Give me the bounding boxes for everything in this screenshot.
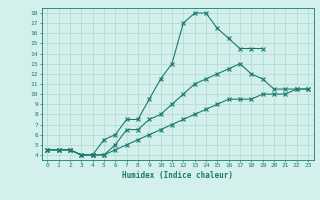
X-axis label: Humidex (Indice chaleur): Humidex (Indice chaleur) (122, 171, 233, 180)
